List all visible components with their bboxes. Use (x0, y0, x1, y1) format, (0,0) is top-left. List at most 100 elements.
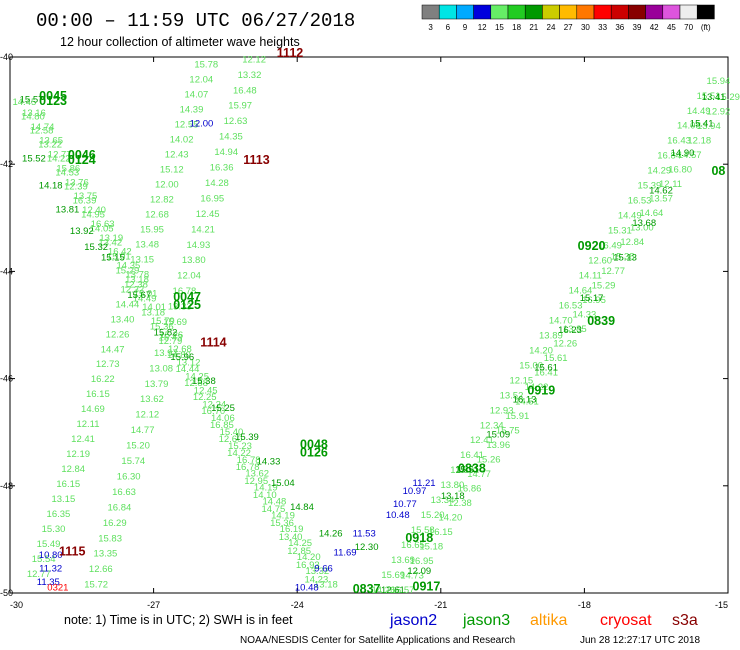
track-texture-label: 12.45 (196, 209, 220, 220)
track-texture-label: 16.39 (73, 195, 97, 206)
track-texture-label: 12.60 (588, 256, 612, 267)
color-scale-label: (ft) (701, 23, 711, 32)
track-texture-label: 13.40 (279, 532, 303, 543)
track-texture-label: 16.63 (91, 219, 115, 230)
color-scale-legend: 3 6 9 12 15 18 21 24 27 30 33 36 39 42 45 70 (ft) (421, 4, 715, 32)
observation-label: 15.38 (192, 376, 216, 387)
track-texture-label: 14.45 (12, 97, 36, 108)
track-texture-label: 15.51 (697, 91, 721, 102)
track-texture-label: 14.23 (304, 574, 328, 585)
track-texture-label: 12.38 (124, 280, 148, 291)
observation-label: 11.53 (353, 529, 376, 540)
satellite-legend-altika: altika (530, 612, 567, 629)
track-texture-label: 13.96 (486, 440, 510, 451)
track-texture-label: 12.73 (96, 359, 120, 370)
x-tick-label: -21 (434, 600, 447, 610)
observation-label: 10.48 (386, 510, 410, 521)
observation-label: 13.68 (632, 218, 656, 229)
timestamp: Jun 28 12:27:17 UTC 2018 (580, 635, 701, 646)
track-texture-label: 14.44 (116, 299, 140, 310)
observation-label: 15.09 (486, 430, 510, 441)
track-texture-label: 14.77 (131, 425, 155, 436)
track-texture-label: 13.62 (245, 469, 269, 480)
observation-label: 15.39 (235, 432, 259, 443)
track-texture-label: 12.84 (620, 237, 644, 248)
color-scale-label: 15 (495, 23, 504, 32)
color-scale-swatch (662, 4, 681, 20)
track-texture-label: 16.78 (237, 455, 261, 466)
track-texture-label: 12.85 (287, 546, 311, 557)
pass-time-label: 0123 (39, 94, 67, 108)
track-texture-label: 16.43 (667, 136, 691, 147)
track-texture-label: 16.15 (429, 527, 453, 538)
pass-time-label: 0918 (405, 531, 433, 545)
track-texture-label: 14.64 (569, 285, 593, 296)
track-texture-label: 14.93 (186, 240, 210, 251)
track-texture-label: 15.18 (419, 541, 443, 552)
track-texture-label: 16.80 (668, 164, 692, 175)
track-texture-label: 14.64 (640, 208, 664, 219)
track-texture-label: 12.12 (242, 54, 266, 65)
track-texture-label: 12.88 (184, 378, 208, 389)
observation-label: 15.57 (20, 95, 44, 106)
satellite-legend-s3a: s3a (672, 612, 698, 629)
track-texture-label: 15.49 (37, 539, 61, 550)
track-texture-label: 16.29 (103, 518, 127, 529)
observation-label: 15.25 (211, 403, 235, 414)
track-texture-label: 12.66 (89, 564, 113, 575)
track-texture-label: 14.26 (371, 585, 395, 596)
track-texture-label: 16.42 (108, 247, 132, 258)
track-texture-label: 14.01 (142, 302, 166, 313)
observation-label: 0321 (47, 582, 68, 593)
observation-label: 15.04 (271, 478, 295, 489)
track-texture-label: 15.23 (228, 441, 252, 452)
track-texture-label: 13.18 (141, 308, 165, 319)
dense-track-labels: 14.45 14.80 12.58 13.22 14.22 14.53 12.39 16.39… (12, 54, 739, 596)
track-texture-label: 14.10 (253, 490, 277, 501)
observation-label: 11.69 (334, 547, 357, 558)
color-scale-swatch (576, 4, 595, 20)
track-texture-label: 15.95 (140, 224, 164, 235)
track-texture-label: 14.05 (90, 224, 114, 235)
track-texture-label: 16.78 (236, 462, 260, 473)
track-texture-label: 16.30 (117, 471, 141, 482)
track-texture-label: 15.29 (592, 280, 616, 291)
track-texture-label: 15.79 (151, 316, 175, 327)
track-texture-label: 14.57 (678, 150, 702, 161)
color-scale-label: 45 (667, 23, 676, 32)
track-texture-label: 15.75 (496, 425, 520, 436)
color-scale-label: 12 (478, 23, 487, 32)
observation-label: 10.97 (403, 486, 427, 497)
observation-label: 13.81 (56, 204, 80, 215)
track-texture-label: 12.95 (244, 476, 268, 487)
track-texture-label: 13.76 (65, 177, 89, 188)
track-texture-label: 13.78 (125, 269, 149, 280)
track-texture-label: 13.69 (391, 555, 415, 566)
color-scale-swatch (610, 4, 629, 20)
color-scale-label: 70 (684, 23, 693, 32)
track-texture-label: 16.57 (391, 585, 415, 596)
track-texture-label: 12.60 (219, 434, 243, 445)
observation-label: 13.92 (70, 226, 94, 237)
track-texture-label: 13.19 (99, 233, 123, 244)
color-scale-swatch (559, 4, 578, 20)
track-texture-label: 12.26 (106, 329, 130, 340)
observation-label: 16.23 (558, 325, 582, 336)
track-texture-label: 16.49 (598, 241, 622, 252)
color-scale-label: 36 (615, 23, 624, 32)
x-tick-label: -15 (715, 600, 728, 610)
track-texture-label: 13.22 (38, 139, 62, 150)
observation-label: 10.80 (39, 550, 63, 561)
track-texture-label: 16.15 (56, 479, 80, 490)
track-texture-label: 16.78 (173, 286, 197, 297)
track-texture-label: 16.48 (233, 85, 257, 96)
color-scale-swatch (456, 4, 474, 20)
pass-time-label: 0126 (300, 445, 328, 459)
track-texture-label: 15.20 (421, 510, 445, 521)
track-texture-label: 14.80 (21, 111, 45, 122)
observation-label: 11.32 (39, 564, 62, 575)
track-texture-label: 14.53 (55, 167, 79, 178)
track-texture-label: 15.26 (477, 454, 501, 465)
track-texture-label: 12.04 (177, 271, 201, 282)
track-texture-label: 15.40 (220, 427, 244, 438)
